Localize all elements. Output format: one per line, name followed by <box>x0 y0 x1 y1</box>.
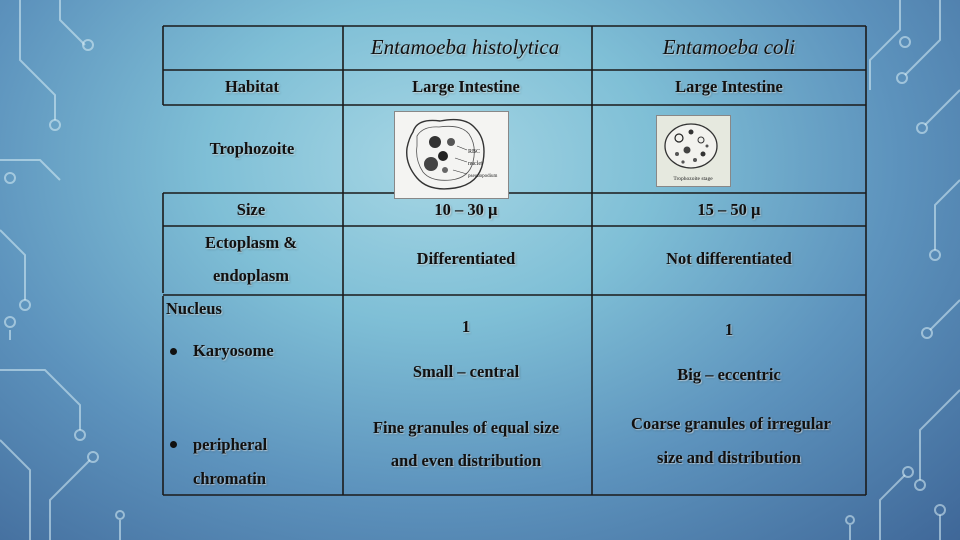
coli-trophozoite-image: Trophozoite stage <box>656 115 731 187</box>
header-histolytica: Entamoeba histolytica <box>370 35 560 59</box>
row-label-trophozoite: Trophozoite <box>209 139 295 158</box>
ecto-histolytica: Differentiated <box>416 249 516 268</box>
peripheral-histolytica-line1: Fine granules of equal size <box>372 418 560 437</box>
row-label-endoplasm: endoplasm <box>212 266 290 285</box>
habitat-coli: Large Intestine <box>675 77 783 96</box>
bullet-karyosome <box>170 348 177 355</box>
thumb-label-nuclei: nuclei <box>468 161 483 167</box>
peripheral-coli-line1: Coarse granules of irregular <box>631 414 831 433</box>
size-coli: 15 – 50 µ <box>697 200 761 219</box>
karyosome-coli: Big – eccentric <box>677 365 781 384</box>
row-label-chromatin: chromatin <box>193 469 267 488</box>
row-label-nucleus: Nucleus <box>166 299 222 318</box>
thumb-caption: Trophozoite stage <box>673 176 713 182</box>
thumb-label-rbc: RBC <box>468 149 480 155</box>
karyosome-histolytica: Small – central <box>412 362 520 381</box>
habitat-histolytica: Large Intestine <box>412 77 520 96</box>
row-label-peripheral: peripheral <box>193 435 268 454</box>
ecto-coli: Not differentiated <box>666 249 792 268</box>
row-label-karyosome: Karyosome <box>193 341 274 360</box>
histolytica-trophozoite-image: RBC nuclei pseudopodium <box>394 111 509 199</box>
nucleus-histolytica: 1 <box>461 317 471 336</box>
header-coli: Entamoeba coli <box>662 35 796 59</box>
nucleus-coli: 1 <box>724 320 734 339</box>
bullet-peripheral <box>170 441 177 448</box>
peripheral-coli-line2: size and distribution <box>657 448 801 467</box>
peripheral-histolytica-line2: and even distribution <box>390 451 542 470</box>
row-label-size: Size <box>236 200 266 219</box>
row-label-habitat: Habitat <box>224 77 280 96</box>
row-label-ectoplasm: Ectoplasm & <box>204 233 298 252</box>
thumb-label-pseudopodium: pseudopodium <box>468 174 498 179</box>
size-histolytica: 10 – 30 µ <box>434 200 498 219</box>
